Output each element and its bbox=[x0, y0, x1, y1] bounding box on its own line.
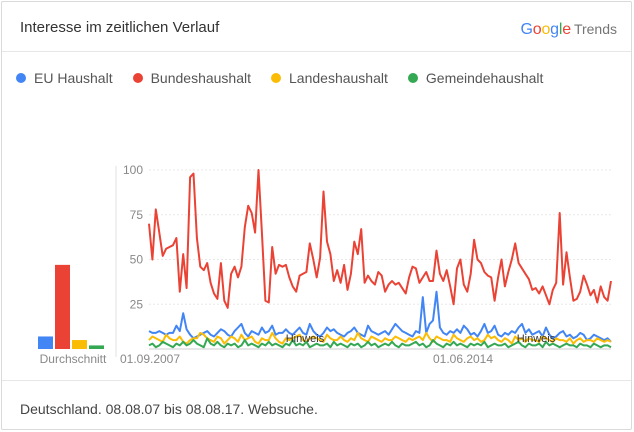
average-bar bbox=[72, 340, 87, 349]
average-bar bbox=[55, 264, 70, 349]
legend-dot-icon bbox=[271, 73, 282, 83]
average-bar bbox=[89, 345, 104, 349]
legend-label: EU Haushalt bbox=[34, 70, 113, 86]
note-label: Hinweis bbox=[286, 333, 325, 345]
y-tick-label: 100 bbox=[123, 163, 143, 177]
average-label: Durchschnitt bbox=[40, 352, 107, 366]
legend-dot-icon bbox=[16, 73, 26, 83]
y-tick-label: 50 bbox=[130, 253, 144, 267]
legend-dot-icon bbox=[407, 73, 418, 83]
series-line bbox=[148, 290, 612, 343]
card-header: Interesse im zeitlichen Verlauf Google Tr… bbox=[2, 2, 631, 52]
trends-label: Trends bbox=[573, 21, 617, 37]
legend-item[interactable]: Gemeindehaushalt bbox=[407, 70, 544, 86]
series-line bbox=[148, 169, 612, 309]
legend-item[interactable]: EU Haushalt bbox=[16, 70, 113, 86]
x-tick-label: 01.09.2007 bbox=[120, 352, 180, 366]
y-tick-label: 25 bbox=[130, 297, 144, 311]
legend-label: Bundeshaushalt bbox=[150, 70, 252, 86]
note-label: Hinweis bbox=[517, 333, 556, 345]
y-tick-label: 75 bbox=[130, 208, 144, 222]
chart-legend: EU Haushalt Bundeshaushalt Landeshaushalt G… bbox=[16, 70, 563, 86]
legend-dot-icon bbox=[132, 73, 143, 83]
series-line bbox=[148, 331, 612, 345]
legend-item[interactable]: Landeshaushalt bbox=[271, 70, 388, 86]
x-tick-label: 01.06.2014 bbox=[433, 352, 493, 366]
google-wordmark: Google bbox=[520, 21, 572, 38]
chart-title: Interesse im zeitlichen Verlauf bbox=[20, 19, 220, 36]
footer-text: Deutschland. 08.08.07 bis 08.08.17. Webs… bbox=[20, 401, 318, 417]
line-chart: 25 50 75 100 Durchschnitt 01.09.2007 01.06.201… bbox=[38, 163, 612, 366]
legend-label: Gemeindehaushalt bbox=[425, 70, 544, 86]
series-line bbox=[148, 337, 612, 349]
legend-label: Landeshaushalt bbox=[289, 70, 388, 86]
card-footer: Deutschland. 08.08.07 bis 08.08.17. Webs… bbox=[2, 380, 631, 430]
google-trends-logo: Google Trends bbox=[521, 21, 617, 39]
average-bar bbox=[38, 336, 53, 349]
legend-item[interactable]: Bundeshaushalt bbox=[132, 70, 252, 86]
